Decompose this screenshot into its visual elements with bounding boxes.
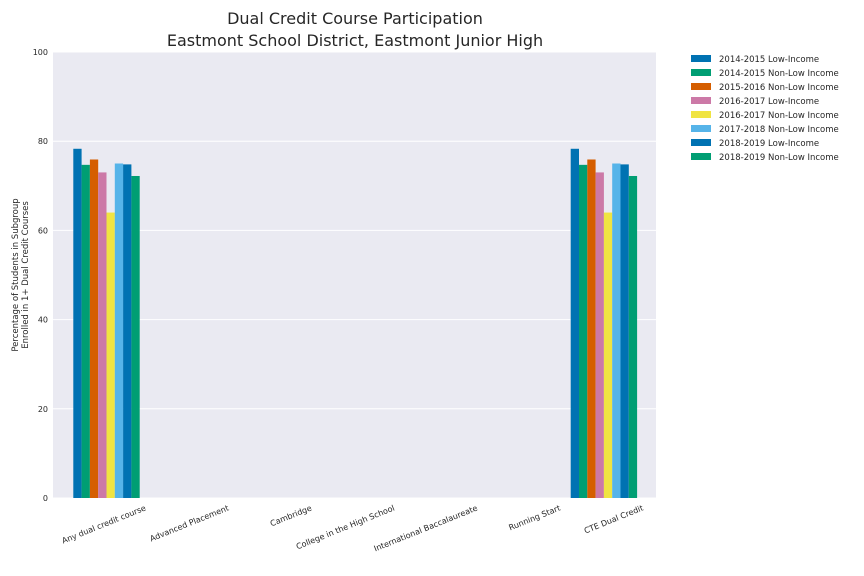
bar	[628, 175, 638, 499]
bar	[603, 212, 613, 498]
bar	[89, 159, 99, 499]
bar	[587, 159, 596, 499]
bar	[114, 163, 124, 498]
legend-label: 2018-2019 Non-Low Income	[719, 153, 839, 163]
bars-group	[73, 148, 638, 499]
bar	[81, 164, 90, 498]
bar	[570, 148, 579, 498]
y-axis-label-line1: Percentage of Students in Subgroup	[11, 198, 21, 351]
legend-swatch	[691, 55, 711, 62]
plot-area	[53, 52, 656, 498]
legend-label: 2015-2016 Non-Low Income	[719, 83, 839, 93]
legend-swatch	[691, 139, 711, 146]
y-tick-label: 100	[33, 48, 48, 57]
bar	[106, 212, 115, 498]
legend-swatch	[691, 69, 711, 76]
legend-label: 2018-2019 Low-Income	[719, 139, 819, 149]
bar	[595, 172, 604, 499]
y-tick-label: 60	[38, 226, 48, 235]
legend: 2014-2015 Low-Income 2014-2015 Non-Low In…	[691, 55, 839, 163]
bar	[123, 164, 132, 498]
x-tick-label: Advanced Placement	[149, 504, 230, 544]
chart-title-line1: Dual Credit Course Participation	[227, 9, 483, 28]
bar	[131, 175, 140, 499]
y-tick-label: 20	[38, 405, 48, 414]
bar	[620, 164, 629, 498]
bar	[98, 172, 107, 499]
legend-swatch	[691, 111, 711, 118]
legend-swatch	[691, 83, 711, 90]
x-axis-ticks: Any dual credit course Advanced Placement…	[61, 503, 645, 553]
x-tick-label: Cambridge	[269, 503, 313, 528]
legend-label: 2017-2018 Non-Low Income	[719, 125, 839, 135]
y-tick-label: 40	[38, 316, 48, 325]
legend-label: 2014-2015 Low-Income	[719, 55, 819, 65]
gridlines	[53, 51, 656, 499]
legend-label: 2016-2017 Non-Low Income	[719, 111, 839, 121]
y-axis-label-line2: Enrolled in 1+ Dual Credit Courses	[21, 201, 31, 349]
bar	[612, 163, 621, 498]
x-tick-label: Any dual credit course	[61, 503, 148, 545]
y-tick-label: 0	[43, 494, 48, 503]
bar	[73, 148, 82, 498]
chart-title-line2: Eastmont School District, Eastmont Junio…	[167, 31, 543, 50]
bar	[579, 164, 588, 498]
legend-label: 2016-2017 Low-Income	[719, 97, 819, 107]
y-axis-label: Percentage of Students in Subgroup Enrol…	[11, 198, 31, 351]
legend-swatch	[691, 97, 711, 104]
x-tick-label: Running Start	[507, 504, 561, 533]
y-tick-label: 80	[38, 137, 48, 146]
x-tick-label: CTE Dual Credit	[583, 504, 645, 536]
legend-swatch	[691, 125, 711, 132]
legend-label: 2014-2015 Non-Low Income	[719, 69, 839, 79]
y-axis-ticks: 0 20 40 60 80 100	[33, 48, 48, 503]
legend-swatch	[691, 153, 711, 160]
